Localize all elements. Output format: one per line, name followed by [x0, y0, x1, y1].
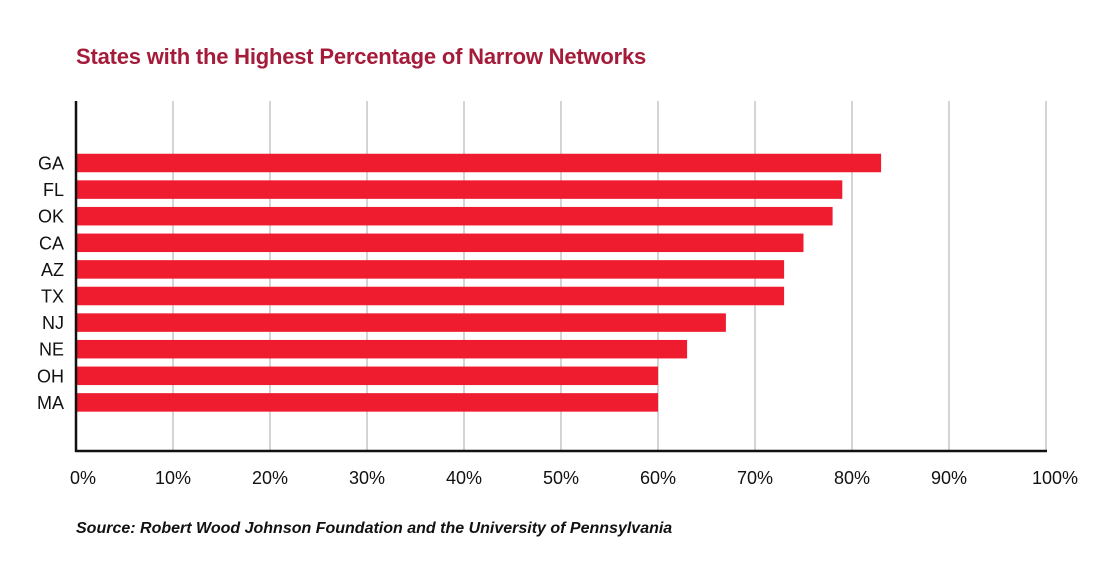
- bar-az: [77, 260, 785, 279]
- chart-title: States with the Highest Percentage of Na…: [76, 44, 647, 69]
- x-tick-label: 40%: [446, 468, 482, 488]
- x-tick-label: 70%: [737, 468, 773, 488]
- category-label: OK: [38, 207, 64, 227]
- x-tick-label: 50%: [543, 468, 579, 488]
- x-tick-label: 20%: [252, 468, 288, 488]
- category-label: OH: [37, 366, 64, 386]
- category-label: TX: [41, 287, 64, 307]
- bar-oh: [77, 366, 658, 386]
- bar-ga: [77, 153, 882, 173]
- x-tick-label: 90%: [931, 468, 967, 488]
- x-tick-label: 30%: [349, 468, 385, 488]
- category-label: MA: [37, 393, 64, 413]
- category-label: NJ: [42, 313, 64, 333]
- category-label: NE: [39, 340, 64, 360]
- bar-nj: [77, 313, 726, 332]
- source-note: Source: Robert Wood Johnson Foundation a…: [76, 520, 673, 537]
- category-label: FL: [43, 180, 64, 200]
- bar-tx: [77, 286, 785, 306]
- x-tick-label: 60%: [640, 468, 676, 488]
- x-tick-label: 10%: [155, 468, 191, 488]
- category-label: AZ: [41, 260, 64, 280]
- category-label: CA: [39, 233, 64, 253]
- bar-ca: [77, 233, 804, 253]
- bar-chart: GA FL OK CA AZ TX NJ NE OH MA 0% 10% 20% 30% 40% 50% 60%…: [37, 101, 1078, 488]
- bar-fl: [77, 180, 843, 199]
- x-tick-label: 100%: [1032, 468, 1078, 488]
- x-tick-label: 0%: [70, 468, 96, 488]
- category-label: GA: [38, 154, 64, 174]
- x-tick-label: 80%: [834, 468, 870, 488]
- bar-ne: [77, 339, 688, 359]
- bar-ma: [77, 393, 658, 412]
- bar-ok: [77, 206, 833, 226]
